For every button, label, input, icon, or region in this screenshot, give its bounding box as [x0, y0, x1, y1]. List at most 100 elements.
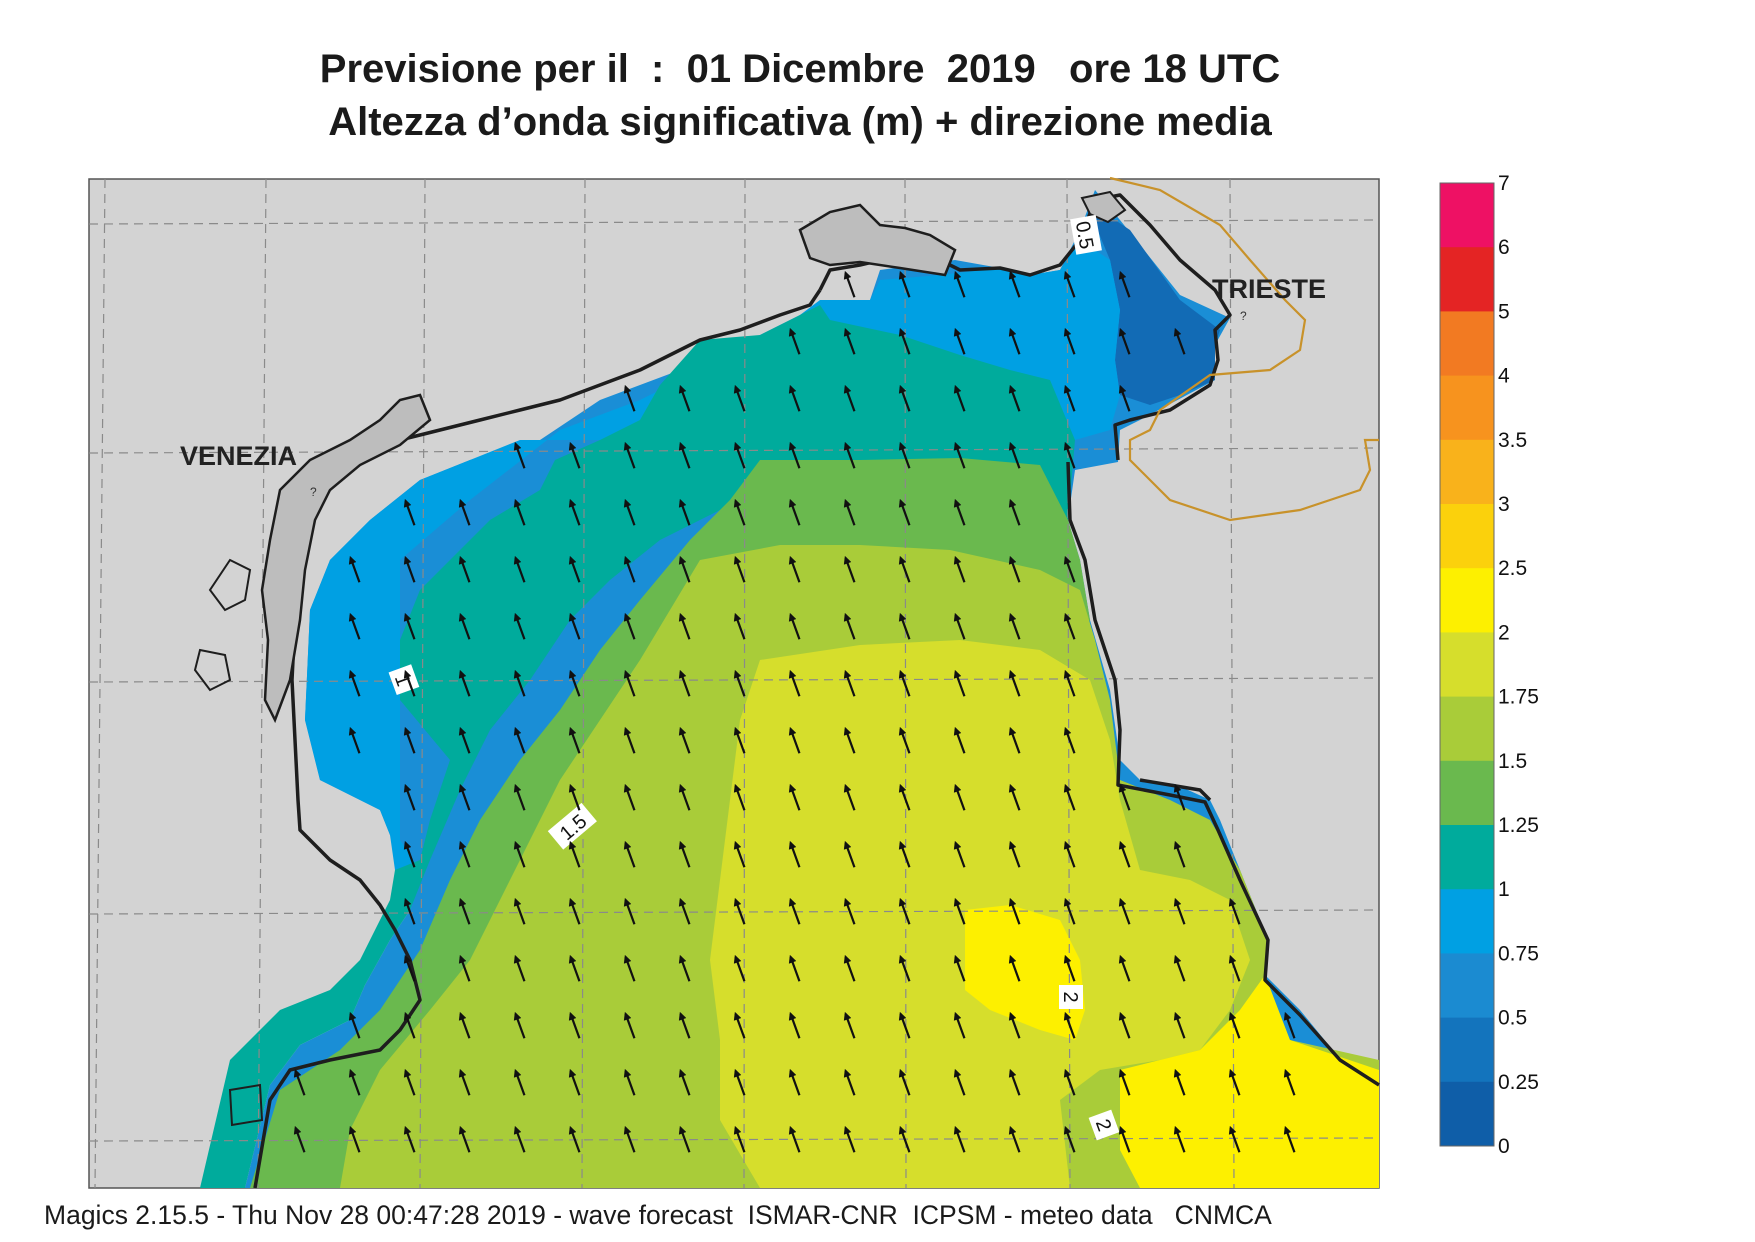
wave-direction-arrow: [843, 327, 856, 355]
wave-direction-arrow: [403, 897, 416, 925]
wave-direction-arrow: [788, 384, 801, 412]
wave-direction-arrow: [458, 726, 471, 754]
wave-direction-arrow: [843, 1125, 856, 1153]
wave-direction-arrow: [1173, 1011, 1186, 1039]
wave-direction-arrow: [678, 498, 691, 526]
wave-direction-arrow: [953, 783, 966, 811]
wave-direction-arrow: [1228, 1068, 1241, 1096]
wave-direction-arrow: [513, 897, 526, 925]
wave-direction-arrow: [843, 612, 856, 640]
wave-direction-arrow: [788, 897, 801, 925]
legend-label: 0.5: [1498, 1007, 1527, 1030]
wave-direction-arrow: [1063, 1011, 1076, 1039]
legend-label: 1.25: [1498, 814, 1539, 837]
legend-swatch: [1440, 247, 1494, 312]
wave-direction-arrow: [843, 498, 856, 526]
wave-direction-arrow: [513, 840, 526, 868]
contour-label-0.5: 0.5: [1071, 220, 1097, 251]
wave-direction-arrow: [623, 783, 636, 811]
legend-label: 4: [1498, 365, 1510, 388]
wave-direction-arrow: [1228, 1011, 1241, 1039]
wave-direction-arrow: [568, 1011, 581, 1039]
wave-direction-arrow: [568, 783, 581, 811]
wave-direction-arrow: [513, 954, 526, 982]
legend-label: 7: [1498, 172, 1510, 195]
legend-label: 0.75: [1498, 942, 1539, 965]
wave-direction-arrow: [403, 726, 416, 754]
wave-direction-arrow: [898, 441, 911, 469]
wave-direction-arrow: [953, 840, 966, 868]
wave-direction-arrow: [898, 1011, 911, 1039]
wave-direction-arrow: [733, 897, 746, 925]
wave-direction-arrow: [953, 555, 966, 583]
wave-direction-arrow: [1173, 840, 1186, 868]
wave-direction-arrow: [678, 897, 691, 925]
legend-swatch: [1440, 183, 1494, 248]
wave-direction-arrow: [403, 783, 416, 811]
wave-direction-arrow: [568, 897, 581, 925]
wave-direction-arrow: [1008, 555, 1021, 583]
legend-swatch: [1440, 439, 1494, 505]
wave-direction-arrow: [513, 498, 526, 526]
wave-direction-arrow: [843, 1011, 856, 1039]
wave-direction-arrow: [403, 840, 416, 868]
wave-direction-arrow: [1228, 1125, 1241, 1153]
wave-direction-arrow: [348, 1125, 361, 1153]
wave-direction-arrow: [1063, 783, 1076, 811]
wave-direction-arrow: [733, 1068, 746, 1096]
wave-direction-arrow: [568, 954, 581, 982]
wave-direction-arrow: [898, 669, 911, 697]
chart-title-line-2: Altezza d’onda significativa (m) + direz…: [328, 100, 1272, 144]
wave-direction-arrow: [898, 270, 911, 298]
wave-direction-arrow: [513, 669, 526, 697]
wave-direction-arrow: [678, 441, 691, 469]
wave-direction-arrow: [513, 612, 526, 640]
wave-direction-arrow: [348, 555, 361, 583]
wave-direction-arrow: [1008, 1125, 1021, 1153]
wave-direction-arrow: [953, 954, 966, 982]
wave-direction-arrow: [1008, 897, 1021, 925]
wave-direction-arrow: [1008, 669, 1021, 697]
legend-swatch: [1440, 696, 1494, 762]
wave-direction-arrow: [898, 327, 911, 355]
wave-direction-arrow: [623, 840, 636, 868]
wave-direction-arrow: [403, 954, 416, 982]
wave-direction-arrow: [1283, 1125, 1296, 1153]
wave-direction-arrow: [1063, 897, 1076, 925]
wave-direction-arrow: [843, 726, 856, 754]
wave-direction-arrow: [1008, 270, 1021, 298]
wave-direction-arrow: [1118, 840, 1131, 868]
wave-direction-arrow: [843, 954, 856, 982]
wave-direction-arrow: [953, 327, 966, 355]
wave-direction-arrow: [513, 1068, 526, 1096]
wave-direction-arrow: [1063, 327, 1076, 355]
wave-direction-arrow: [733, 783, 746, 811]
wave-direction-arrow: [1063, 270, 1076, 298]
wave-direction-arrow: [458, 498, 471, 526]
wave-direction-arrow: [733, 384, 746, 412]
wave-direction-arrow: [403, 1011, 416, 1039]
wave-direction-arrow: [898, 612, 911, 640]
wave-direction-arrow: [293, 1068, 306, 1096]
wave-direction-arrow: [678, 1011, 691, 1039]
legend-label: 6: [1498, 236, 1510, 259]
wave-direction-arrow: [623, 726, 636, 754]
wave-direction-arrow: [1118, 897, 1131, 925]
wave-direction-arrow: [788, 783, 801, 811]
wave-direction-arrow: [513, 1011, 526, 1039]
wave-direction-arrow: [843, 783, 856, 811]
wave-direction-arrow: [733, 954, 746, 982]
wave-direction-arrow: [788, 327, 801, 355]
wave-direction-arrow: [348, 612, 361, 640]
wave-direction-arrow: [1063, 612, 1076, 640]
wave-direction-arrow: [513, 441, 526, 469]
wave-direction-arrow: [1008, 1011, 1021, 1039]
wave-direction-arrow: [953, 897, 966, 925]
legend-label: 1.5: [1498, 750, 1527, 773]
wave-direction-arrow: [403, 555, 416, 583]
wave-direction-arrow: [953, 669, 966, 697]
wave-direction-arrow: [568, 612, 581, 640]
wave-direction-arrow: [678, 612, 691, 640]
legend-label: 3.5: [1498, 429, 1527, 452]
wave-direction-arrow: [568, 1125, 581, 1153]
